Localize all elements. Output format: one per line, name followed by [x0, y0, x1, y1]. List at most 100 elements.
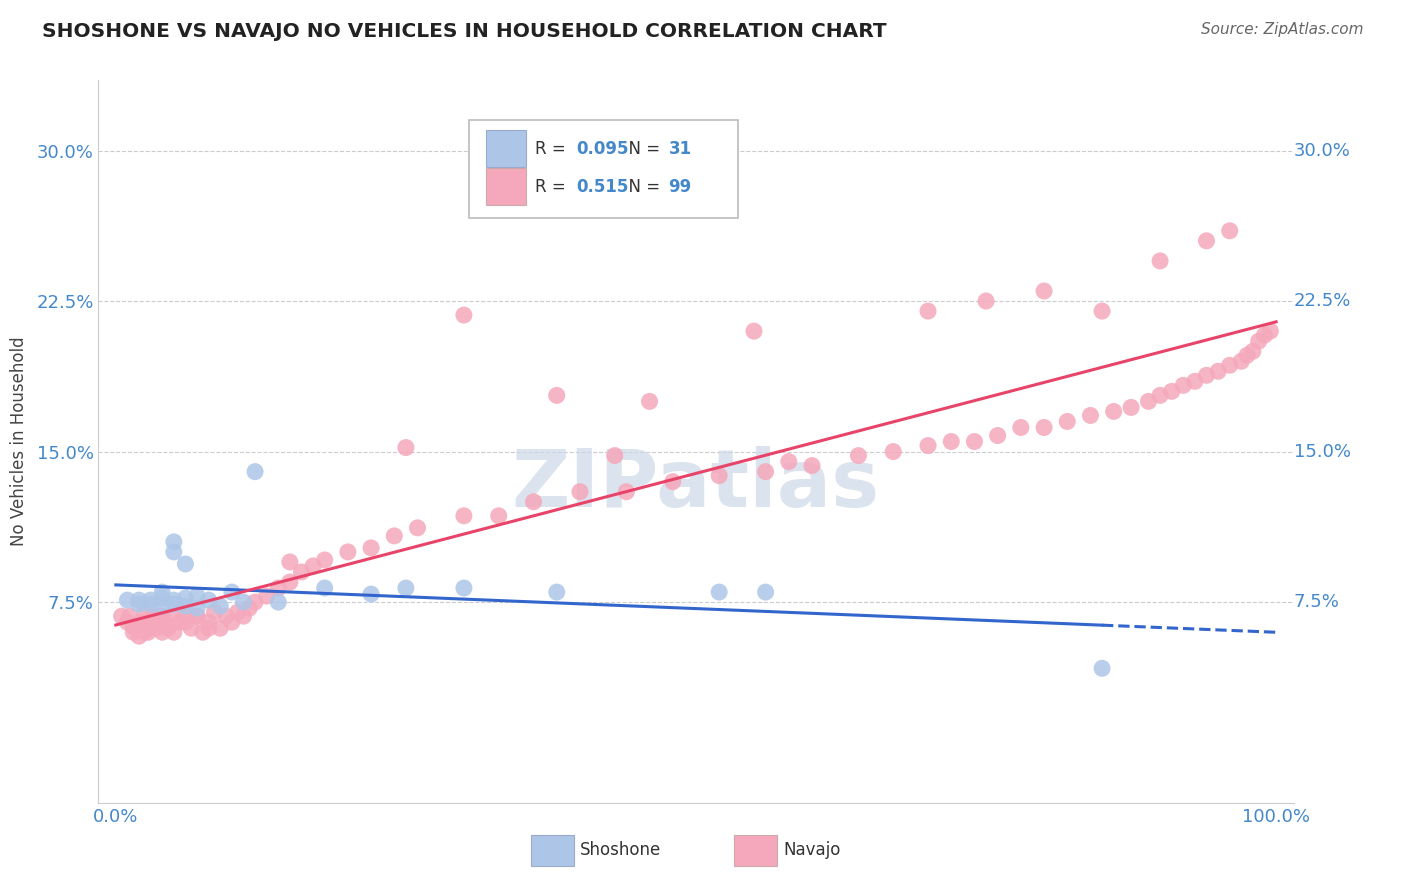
Point [128, 629, 150, 643]
Point [163, 535, 186, 549]
Point [243, 465, 266, 479]
Point [243, 595, 266, 609]
Point [128, 593, 150, 607]
Point [163, 545, 186, 559]
Point [209, 599, 232, 614]
Point [150, 599, 173, 614]
Point [215, 609, 238, 624]
FancyBboxPatch shape [485, 169, 526, 205]
Point [1160, 384, 1182, 399]
Point [453, 308, 475, 322]
Point [174, 591, 197, 606]
Point [360, 541, 382, 555]
Point [142, 609, 165, 624]
Point [163, 597, 186, 611]
Text: 99: 99 [668, 178, 692, 196]
Point [150, 609, 173, 624]
Point [232, 595, 254, 609]
Point [174, 557, 197, 571]
Point [974, 294, 997, 309]
Point [145, 615, 167, 630]
Text: N =: N = [619, 178, 665, 196]
Point [149, 609, 172, 624]
Text: 22.5%: 22.5% [1294, 292, 1351, 310]
Point [453, 581, 475, 595]
Point [522, 494, 544, 508]
Point [546, 388, 568, 402]
Point [755, 465, 778, 479]
Point [382, 529, 405, 543]
Point [197, 621, 219, 635]
Point [314, 553, 336, 567]
Text: 30.0%: 30.0% [1294, 142, 1350, 160]
Point [709, 585, 731, 599]
Point [117, 615, 139, 630]
Point [174, 599, 197, 614]
Point [139, 615, 162, 630]
Point [122, 619, 145, 633]
Point [238, 601, 260, 615]
Point [232, 609, 254, 624]
Point [111, 609, 134, 624]
Point [1241, 344, 1264, 359]
FancyBboxPatch shape [470, 120, 738, 218]
Point [150, 591, 173, 606]
Point [1247, 334, 1270, 349]
Point [209, 621, 232, 635]
Point [118, 609, 141, 624]
Point [186, 609, 208, 624]
Point [882, 444, 904, 458]
Point [221, 585, 243, 599]
Point [302, 558, 325, 574]
Text: 7.5%: 7.5% [1294, 593, 1340, 611]
Point [204, 605, 226, 619]
Text: N =: N = [619, 139, 665, 158]
Point [360, 587, 382, 601]
Point [150, 585, 173, 599]
Point [128, 597, 150, 611]
Point [778, 455, 800, 469]
Point [755, 585, 778, 599]
FancyBboxPatch shape [734, 835, 778, 866]
Point [150, 625, 173, 640]
Point [267, 581, 290, 595]
Point [290, 565, 312, 579]
Point [163, 593, 186, 607]
Text: 0.095: 0.095 [576, 139, 628, 158]
Text: 15.0%: 15.0% [1294, 442, 1351, 460]
Text: R =: R = [534, 178, 571, 196]
Point [395, 581, 418, 595]
Point [614, 484, 637, 499]
Point [174, 615, 197, 630]
Text: Source: ZipAtlas.com: Source: ZipAtlas.com [1201, 22, 1364, 37]
Point [603, 449, 626, 463]
Point [136, 625, 159, 640]
Point [1091, 661, 1114, 675]
Point [256, 589, 278, 603]
Point [987, 428, 1010, 442]
FancyBboxPatch shape [531, 835, 574, 866]
Point [1258, 324, 1281, 338]
Point [267, 595, 290, 609]
Point [917, 439, 939, 453]
Point [191, 625, 214, 640]
Point [395, 441, 418, 455]
Text: 31: 31 [668, 139, 692, 158]
Point [1033, 284, 1056, 298]
Point [1091, 304, 1114, 318]
Point [1149, 254, 1171, 268]
Point [1236, 348, 1258, 362]
Point [226, 605, 249, 619]
Point [186, 601, 208, 615]
Point [160, 609, 183, 624]
Point [453, 508, 475, 523]
Point [1056, 414, 1078, 429]
Point [941, 434, 963, 449]
Point [1206, 364, 1229, 378]
Point [742, 324, 765, 338]
Text: ZIPatlas: ZIPatlas [512, 446, 880, 524]
Point [134, 605, 156, 619]
Point [197, 593, 219, 607]
Text: R =: R = [534, 139, 571, 158]
Point [278, 555, 301, 569]
